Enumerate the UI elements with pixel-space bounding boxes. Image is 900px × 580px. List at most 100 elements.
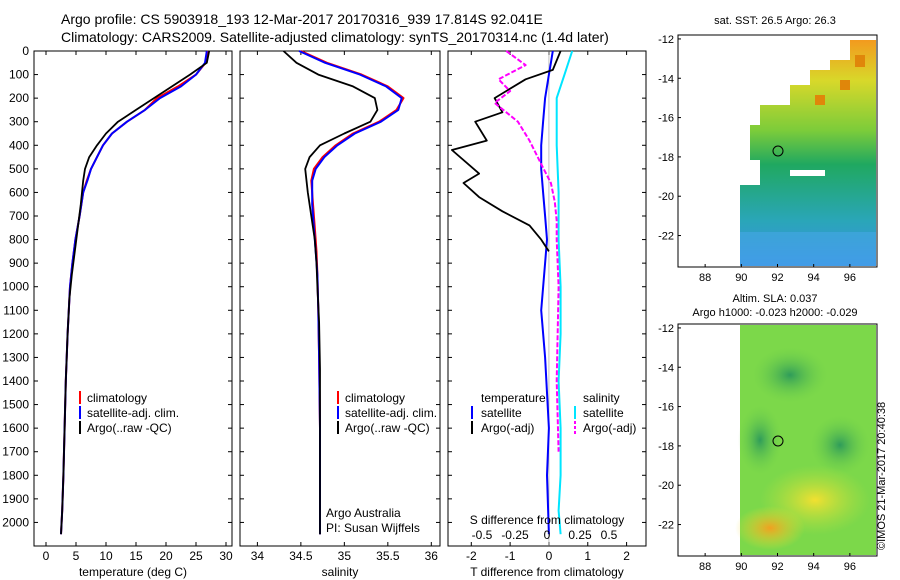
x-tick-label: 34 (251, 549, 265, 563)
y-tick-label: 400 (9, 138, 29, 152)
sst-cool-band (740, 232, 876, 266)
temperature-panel: 0 5 10 15 20 25 300100200300400500600700800900… (2, 44, 233, 579)
map-x-tick-label: 92 (771, 272, 783, 284)
map-x-tick-label: 88 (699, 272, 711, 284)
y-tick-label: 1200 (2, 327, 29, 341)
timestamp-stamp: ©IMOS 21-Mar-2017 20:40:38 (876, 401, 888, 550)
y-tick-label: 1000 (2, 280, 29, 294)
sla-field (735, 325, 876, 555)
x-tick-label: 0 (43, 549, 50, 563)
map-y-tick-label: -20 (658, 480, 674, 492)
legend-label-s-satellite: satellite (583, 406, 624, 420)
s-tick: 0.25 (568, 528, 592, 542)
sst-map: sat. SST: 26.5 Argo: 26.3 88 90 92 94 96 -12 -… (658, 15, 878, 284)
s-difference-ticks: -0.5 -0.25 0 0.25 0.5 (472, 528, 618, 542)
s-tick: 0 (544, 528, 551, 542)
y-tick-label: 700 (9, 209, 29, 223)
y-tick-label: 1300 (2, 350, 29, 364)
y-tick-label: 300 (9, 115, 29, 129)
sst-patch (815, 95, 825, 105)
map-y-tick-label: -14 (658, 362, 674, 374)
y-tick-label: 100 (9, 68, 29, 82)
sla-map: Altim. SLA: 0.037 Argo h1000: -0.023 h20… (658, 293, 878, 573)
temperature-axes-box (33, 50, 233, 547)
map-y-tick-label: -12 (658, 323, 674, 335)
difference-panel: -2 -1 0 1 2 T difference from climatology S … (447, 50, 647, 579)
legend-label-satellite: satellite-adj. clim. (87, 406, 179, 420)
x-tick-label: 34.5 (289, 549, 313, 563)
series-line-argo-raw-qc- (60, 50, 211, 535)
sst-argo-marker (772, 145, 784, 157)
x-tick-label: 5 (73, 549, 80, 563)
x-tick-label: 30 (219, 549, 233, 563)
map-y-tick-label: -16 (658, 113, 674, 125)
map-y-tick-label: -12 (658, 34, 674, 46)
legend-label-argo: Argo(..raw -QC) (87, 421, 172, 435)
sla-map-title: Altim. SLA: 0.037 (733, 293, 818, 305)
profile-title: Argo profile: CS 5903918_193 12-Mar-2017… (61, 11, 543, 27)
y-tick-label: 600 (9, 185, 29, 199)
y-tick-label: 2000 (2, 515, 29, 529)
y-tick-label: 800 (9, 233, 29, 247)
x-tick-label: 36 (425, 549, 439, 563)
map-x-tick-label: 90 (735, 272, 747, 284)
x-tick-label: 15 (129, 549, 143, 563)
map-y-tick-label: -22 (658, 520, 674, 532)
y-tick-label: 1900 (2, 492, 29, 506)
legend-title-temperature: temperature (481, 391, 546, 405)
x-tick-label: -1 (505, 549, 516, 563)
temperature-xlabel: temperature (deg C) (79, 565, 187, 579)
map-x-tick-label: 92 (771, 561, 783, 573)
institution-label: Argo Australia (326, 506, 401, 520)
sla-eddy (810, 415, 870, 475)
y-tick-label: 900 (9, 256, 29, 270)
x-tick-label: 10 (99, 549, 113, 563)
legend-label-t-argo: Argo(-adj) (481, 421, 534, 435)
y-tick-label: 1700 (2, 445, 29, 459)
map-x-tick-label: 88 (699, 561, 711, 573)
sla-high (735, 506, 805, 550)
map-y-tick-label: -20 (658, 191, 674, 203)
sst-map-title: sat. SST: 26.5 Argo: 26.3 (714, 15, 836, 27)
legend-label-climatology: climatology (87, 391, 147, 405)
y-tick-label: 1400 (2, 374, 29, 388)
legend-label-argo: Argo(..raw -QC) (345, 421, 430, 435)
x-tick-label: 1 (584, 549, 591, 563)
temperature-legend: climatology satellite-adj. clim. Argo(..… (79, 391, 179, 435)
difference-legend: temperature salinity satellite Argo(-adj… (471, 391, 636, 435)
map-y-tick-label: -16 (658, 402, 674, 414)
y-tick-label: 1100 (3, 303, 29, 317)
sla-argo-marker (772, 435, 784, 447)
salinity-panel: 34 34.5 35 35.5 36 salinity climatology sate… (239, 50, 441, 579)
legend-label-satellite: satellite-adj. clim. (345, 406, 437, 420)
x-tick-label: 35.5 (376, 549, 400, 563)
sst-field (740, 40, 876, 266)
map-x-tick-label: 94 (808, 561, 820, 573)
map-x-tick-label: 94 (808, 272, 820, 284)
s-tick: -0.25 (501, 528, 529, 542)
map-x-tick-label: 96 (844, 272, 856, 284)
legend-label-t-satellite: satellite (481, 406, 522, 420)
s-tick: 0.5 (601, 528, 618, 542)
x-tick-label: 2 (623, 549, 630, 563)
series-line-argo-raw-qc- (282, 50, 379, 535)
legend-title-salinity: salinity (583, 391, 620, 405)
sst-patch (855, 55, 865, 67)
sst-patch (840, 80, 850, 90)
map-y-tick-label: -14 (658, 73, 674, 85)
salinity-legend: climatology satellite-adj. clim. Argo(..… (337, 391, 437, 435)
sla-map-subtitle: Argo h1000: -0.023 h2000: -0.029 (692, 307, 857, 319)
x-tick-label: 0 (546, 549, 553, 563)
map-x-tick-label: 96 (844, 561, 856, 573)
y-tick-label: 0 (22, 44, 29, 58)
climatology-title: Climatology: CARS2009. Satellite-adjuste… (61, 29, 609, 45)
salinity-axes-box (239, 50, 441, 547)
s-difference-xlabel: S difference from climatology (470, 513, 625, 527)
pi-label: PI: Susan Wijffels (326, 521, 420, 535)
y-tick-label: 500 (9, 162, 29, 176)
x-tick-label: -2 (466, 549, 477, 563)
map-y-tick-label: -18 (658, 441, 674, 453)
x-tick-label: 20 (159, 549, 173, 563)
salinity-xlabel: salinity (322, 565, 359, 579)
